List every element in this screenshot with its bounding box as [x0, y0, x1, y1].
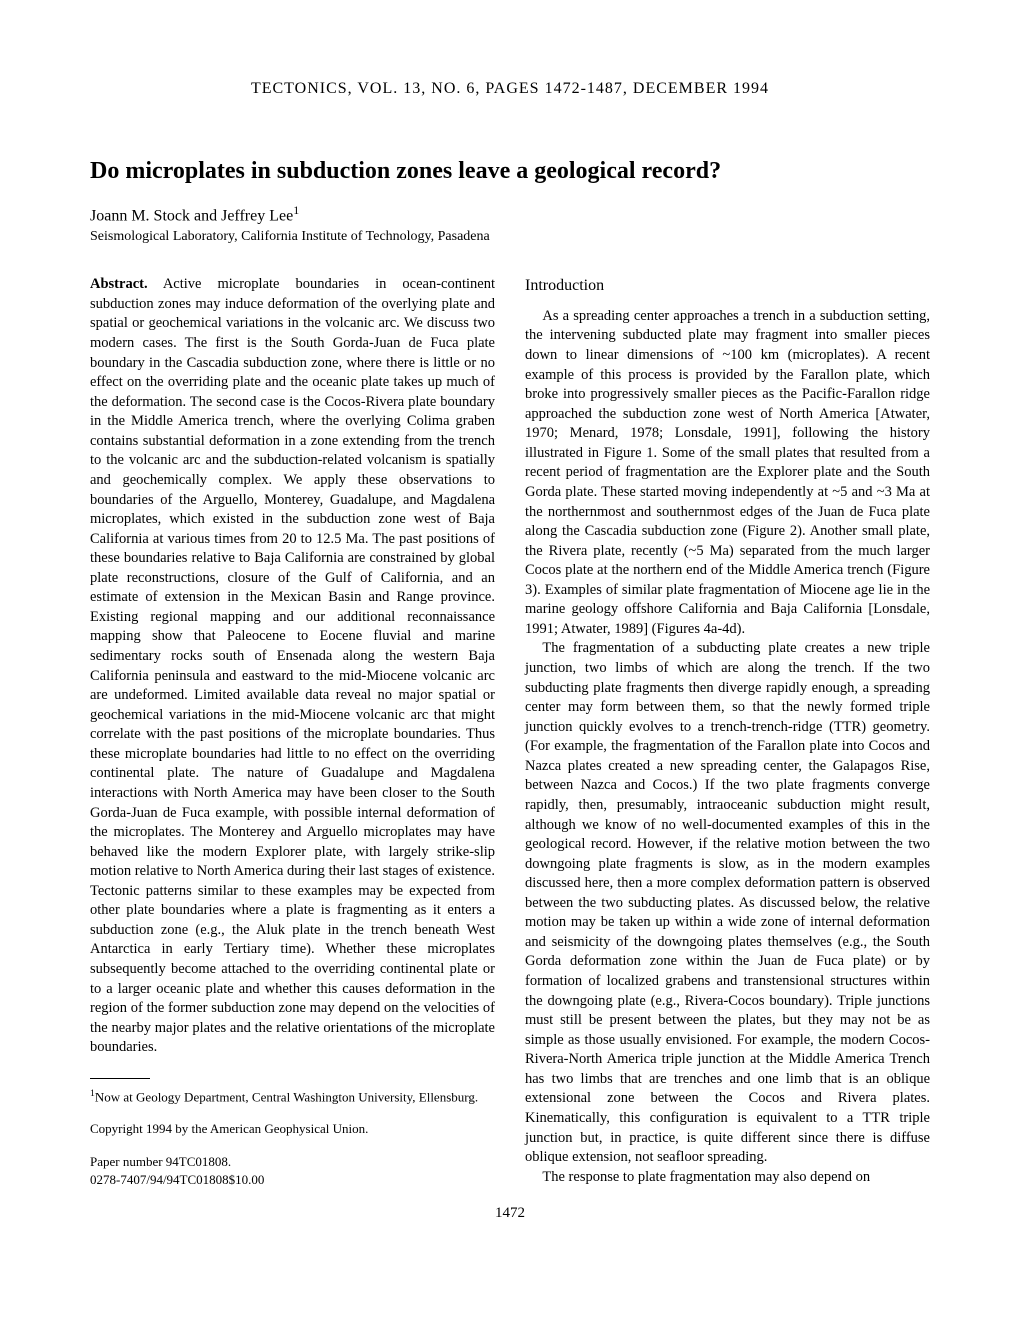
authors: Joann M. Stock and Jeffrey Lee1 — [90, 203, 930, 225]
introduction-heading: Introduction — [525, 275, 930, 297]
abstract-label: Abstract. — [90, 276, 148, 292]
paper-number: Paper number 94TC01808. 0278-7407/94/94T… — [90, 1153, 495, 1189]
two-column-layout: Abstract. Active microplate boundaries i… — [90, 275, 930, 1189]
footnote: 1Now at Geology Department, Central Wash… — [90, 1087, 495, 1107]
intro-paragraph-2: The fragmentation of a subducting plate … — [525, 639, 930, 1167]
affiliation: Seismological Laboratory, California Ins… — [90, 229, 930, 245]
footnote-separator — [90, 1078, 150, 1079]
page-number: 1472 — [90, 1205, 930, 1222]
intro-paragraph-3: The response to plate fragmentation may … — [525, 1168, 930, 1188]
page-container: TECTONICS, VOL. 13, NO. 6, PAGES 1472-14… — [0, 0, 1020, 1262]
article-title: Do microplates in subduction zones leave… — [90, 158, 930, 185]
paper-number-line2: 0278-7407/94/94TC01808$10.00 — [90, 1171, 495, 1189]
paper-number-line1: Paper number 94TC01808. — [90, 1153, 495, 1171]
authors-text: Joann M. Stock and Jeffrey Lee — [90, 207, 293, 224]
copyright-notice: Copyright 1994 by the American Geophysic… — [90, 1120, 495, 1138]
right-column: Introduction As a spreading center appro… — [525, 275, 930, 1189]
abstract-body: Active microplate boundaries in ocean-co… — [90, 276, 495, 1055]
journal-header: TECTONICS, VOL. 13, NO. 6, PAGES 1472-14… — [90, 80, 930, 98]
footnote-text: Now at Geology Department, Central Washi… — [95, 1089, 478, 1104]
left-column: Abstract. Active microplate boundaries i… — [90, 275, 495, 1189]
intro-paragraph-1: As a spreading center approaches a trenc… — [525, 307, 930, 640]
author-footnote-ref: 1 — [293, 203, 299, 217]
